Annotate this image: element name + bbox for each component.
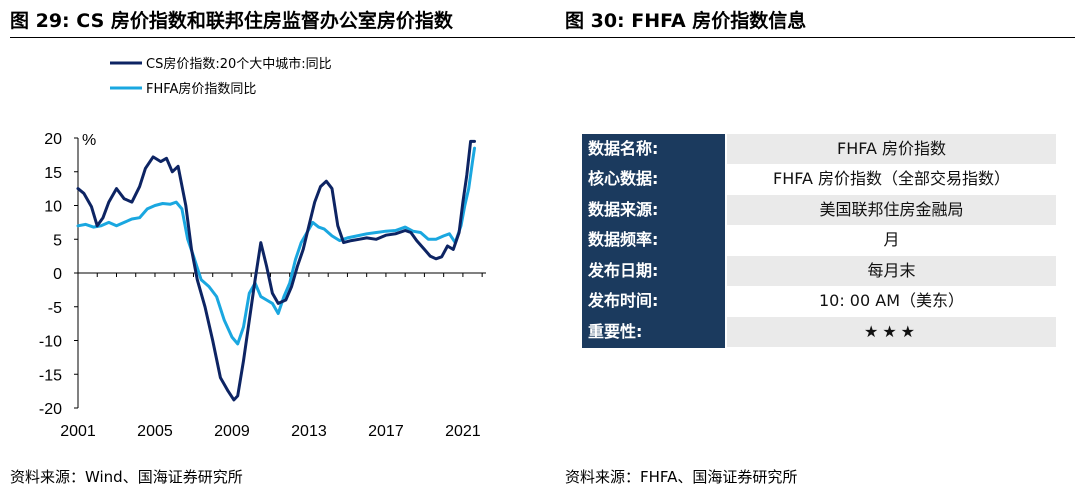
info-separator [725, 255, 727, 286]
info-key: 数据来源: [582, 194, 725, 226]
legend-label-1: FHFA房价指数同比 [146, 81, 256, 97]
info-key: 重要性: [582, 316, 725, 348]
info-key: 发布时间: [582, 286, 725, 317]
y-tick-label: 10 [44, 199, 62, 216]
info-row: 核心数据: FHFA 房价指数（全部交易指数） [582, 164, 1056, 195]
y-tick-label: -20 [39, 401, 62, 418]
x-tick-label: 2001 [60, 423, 96, 440]
info-value: 美国联邦住房金融局 [727, 194, 1056, 225]
info-value: 10: 00 AM（美东） [727, 286, 1056, 317]
info-separator [725, 164, 727, 195]
figure-29-title: 图 29: CS 房价指数和联邦住房监督办公室房价指数 [10, 10, 453, 32]
y-tick-label: -15 [39, 367, 62, 384]
y-tick-label: -10 [39, 334, 62, 351]
info-value: FHFA 房价指数（全部交易指数） [727, 164, 1056, 195]
x-tick-label: 2021 [445, 423, 481, 440]
x-tick-label: 2017 [368, 423, 404, 440]
header-divider [10, 37, 1075, 38]
info-row: 数据频率: 月 [582, 225, 1056, 256]
info-row: 数据来源: 美国联邦住房金融局 [582, 194, 1056, 226]
info-separator [725, 316, 727, 347]
series-line-0 [76, 139, 476, 402]
y-unit-label: % [82, 132, 96, 149]
info-value: 月 [727, 225, 1056, 256]
info-separator [725, 194, 727, 225]
info-key: 核心数据: [582, 164, 725, 195]
fhfa-info-table: 数据名称: FHFA 房价指数 核心数据: FHFA 房价指数（全部交易指数） 数据来源… [582, 134, 1056, 348]
source-note-right: 资料来源：FHFA、国海证券研究所 [565, 468, 798, 486]
info-separator [725, 134, 727, 164]
hpi-line-chart: CS房价指数:20个大中城市:同比 FHFA房价指数同比 20 15 10 5 0 -5 -1… [39, 56, 486, 440]
info-key: 数据频率: [582, 225, 725, 256]
info-separator [725, 225, 727, 256]
x-tick-label: 2005 [137, 423, 173, 440]
figure-30-title: 图 30: FHFA 房价指数信息 [565, 10, 807, 32]
x-tick-label: 2009 [214, 423, 250, 440]
y-tick-label: 20 [44, 131, 62, 148]
info-row: 重要性: ★★★ [582, 316, 1056, 348]
y-tick-label: 5 [53, 232, 62, 249]
info-value: FHFA 房价指数 [727, 134, 1056, 164]
info-value: 每月末 [727, 255, 1056, 286]
info-separator [725, 286, 727, 317]
source-note-left: 资料来源：Wind、国海证券研究所 [10, 468, 243, 486]
y-tick-label: 0 [53, 266, 62, 283]
info-row: 数据名称: FHFA 房价指数 [582, 134, 1056, 165]
info-key: 数据名称: [582, 134, 725, 165]
legend-label-0: CS房价指数:20个大中城市:同比 [146, 56, 332, 72]
info-key: 发布日期: [582, 255, 725, 287]
chart-series [76, 139, 476, 402]
chart-legend: CS房价指数:20个大中城市:同比 FHFA房价指数同比 [110, 56, 332, 97]
chart-axes: 20 15 10 5 0 -5 -10 -15 -20% 2001 2005 2009 2013 2017… [39, 131, 486, 440]
x-tick-label: 2013 [291, 423, 327, 440]
info-row: 发布日期: 每月末 [582, 255, 1056, 287]
info-row: 发布时间: 10: 00 AM（美东） [582, 286, 1056, 317]
series-line-1 [76, 146, 476, 346]
y-tick-label: 15 [44, 165, 62, 182]
y-tick-label: -5 [48, 300, 62, 317]
info-value: ★★★ [727, 316, 1056, 347]
